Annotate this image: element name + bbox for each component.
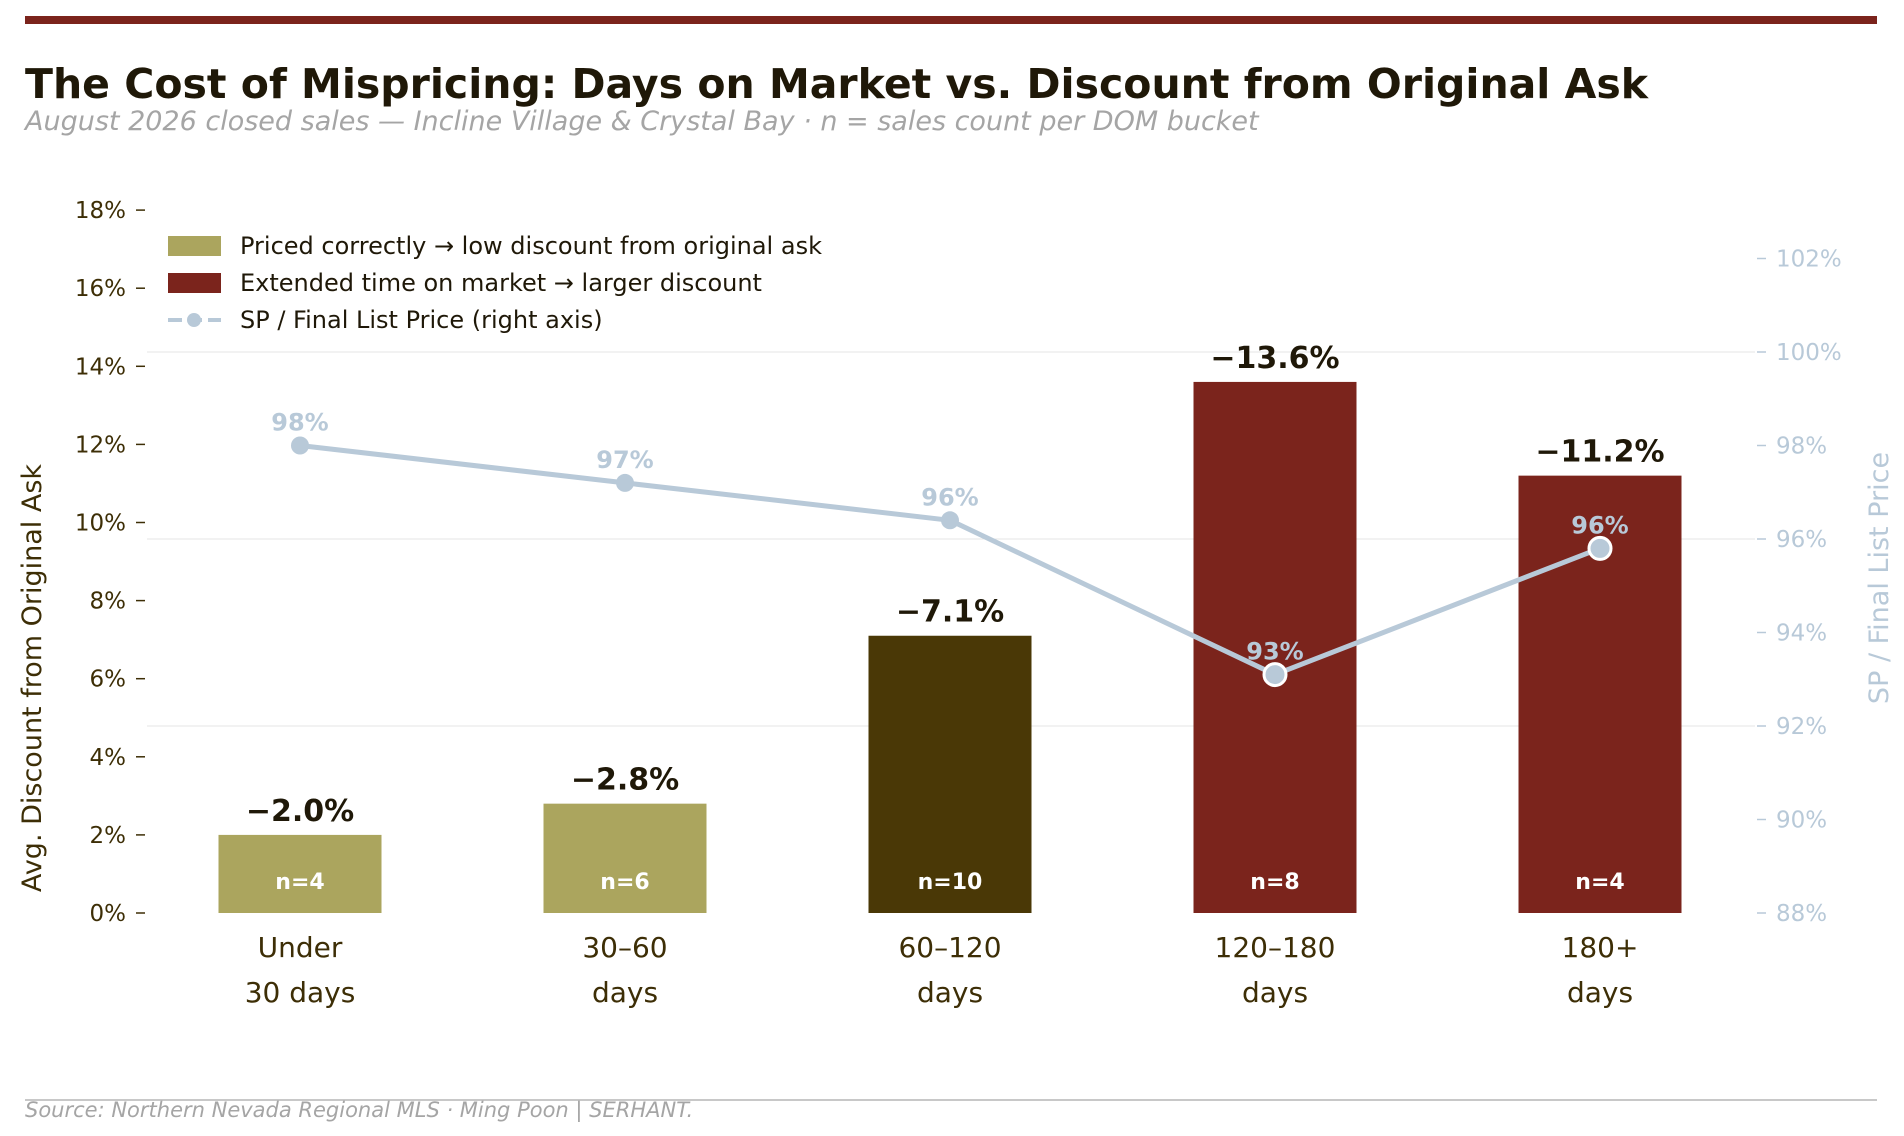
- bar-count-label: n=4: [275, 870, 324, 895]
- bar: [868, 635, 1032, 913]
- y-tick-label-right: 88%: [1776, 901, 1827, 927]
- line-value-label: 93%: [1246, 638, 1303, 666]
- x-tick-label: days: [1242, 976, 1308, 1009]
- y-tick-label-left: 8%: [90, 589, 127, 615]
- y-axis-label-left: Avg. Discount from Original Ask: [17, 464, 48, 892]
- x-tick-label: 180+: [1562, 931, 1639, 964]
- line-point: [291, 436, 309, 455]
- bar-value-label: −2.0%: [246, 794, 354, 829]
- y-tick-label-left: 4%: [90, 745, 127, 771]
- line-point: [1262, 662, 1288, 688]
- x-axis: Under 30 days 30–60 days 60–120 days 120–180 da…: [245, 931, 1639, 1009]
- bar-count-label: n=10: [918, 870, 983, 895]
- right-axis: 88% 90% 92% 94% 96% 98% 100% 102%: [1757, 247, 1842, 927]
- x-tick-label: Under: [258, 931, 343, 964]
- bar-count-label: n=4: [1575, 870, 1624, 895]
- bar-count-label: n=6: [600, 870, 649, 895]
- legend-label: Extended time on market → larger discoun…: [240, 269, 762, 297]
- legend-marker: [187, 313, 201, 327]
- x-tick-label: 30–60: [582, 931, 667, 964]
- x-tick-label: 30 days: [245, 976, 356, 1009]
- y-tick-label-left: 14%: [75, 354, 126, 380]
- left-axis: 0% 2% 4% 6% 8% 10% 12% 14% 16% 18%: [75, 198, 145, 927]
- x-tick-label: days: [592, 976, 658, 1009]
- y-tick-label-left: 0%: [90, 901, 127, 927]
- chart-subtitle: August 2026 closed sales — Incline Villa…: [25, 106, 1259, 137]
- y-tick-label-right: 100%: [1776, 340, 1842, 366]
- bar-value-label: −11.2%: [1535, 435, 1664, 470]
- y-tick-label-right: 94%: [1776, 621, 1827, 647]
- chart-title: The Cost of Mispricing: Days on Market v…: [25, 60, 1649, 108]
- line-value-label: 96%: [921, 483, 978, 511]
- legend-swatch: [168, 273, 221, 293]
- footer-rule: [25, 1099, 1877, 1101]
- y-axis-label-right: SP / Final List Price: [1864, 452, 1895, 704]
- line-value-label: 96%: [1571, 511, 1628, 539]
- bar-count-label: n=8: [1250, 870, 1299, 895]
- y-tick-label-right: 90%: [1776, 808, 1827, 834]
- line-series: 98% 97% 96% 93% 96%: [271, 409, 1629, 688]
- source-note: Source: Northern Nevada Regional MLS · M…: [25, 1098, 694, 1122]
- y-tick-label-left: 12%: [75, 432, 126, 458]
- y-tick-label-right: 92%: [1776, 714, 1827, 740]
- y-tick-label-right: 96%: [1776, 527, 1827, 553]
- line-point: [941, 511, 959, 530]
- y-tick-label-left: 18%: [75, 198, 126, 224]
- legend-label: SP / Final List Price (right axis): [240, 306, 603, 334]
- line-value-label: 97%: [596, 446, 653, 474]
- line-point: [1587, 535, 1613, 561]
- y-tick-label-left: 16%: [75, 276, 126, 302]
- line-value-label: 98%: [271, 409, 328, 437]
- x-tick-label: days: [1567, 976, 1633, 1009]
- legend: Priced correctly → low discount from ori…: [168, 232, 822, 334]
- legend-label: Priced correctly → low discount from ori…: [240, 232, 822, 260]
- x-tick-label: 120–180: [1215, 931, 1336, 964]
- y-tick-label-left: 10%: [75, 511, 126, 537]
- legend-swatch: [168, 236, 221, 256]
- y-tick-label-left: 2%: [90, 823, 127, 849]
- bar: [543, 803, 707, 913]
- bar-value-label: −13.6%: [1210, 341, 1339, 376]
- top-accent-bar: [25, 16, 1877, 24]
- bar-value-label: −2.8%: [571, 763, 679, 798]
- y-tick-label-right: 98%: [1776, 434, 1827, 460]
- y-tick-label-left: 6%: [90, 667, 127, 693]
- bar-value-label: −7.1%: [896, 595, 1004, 630]
- bar: [218, 834, 382, 913]
- y-tick-label-right: 102%: [1776, 247, 1842, 273]
- x-tick-label: days: [917, 976, 983, 1009]
- line-point: [616, 473, 634, 492]
- x-tick-label: 60–120: [898, 931, 1001, 964]
- bars: −2.0% n=4 −2.8% n=6 −7.1% n=10 −13.6% n=8 −11.2%…: [218, 341, 1682, 913]
